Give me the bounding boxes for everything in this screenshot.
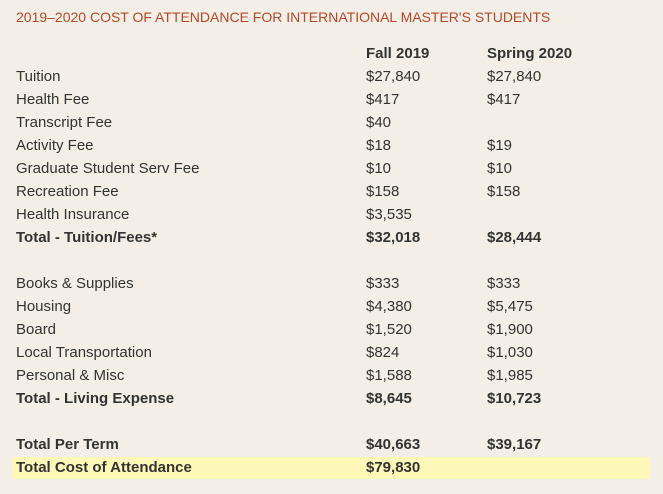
cost-value: $27,840 — [366, 68, 421, 85]
cost-value: $158 — [366, 183, 400, 200]
row-label: Recreation Fee — [16, 183, 119, 200]
cost-value: $19 — [487, 137, 513, 154]
column-header: Fall 2019 — [366, 45, 430, 62]
cost-value: $32,018 — [366, 229, 421, 246]
cost-value: $5,475 — [487, 298, 533, 315]
cost-value: $1,030 — [487, 344, 533, 361]
cost-value: $824 — [366, 344, 400, 361]
row-label: Housing — [16, 298, 72, 315]
cost-value: $333 — [366, 275, 400, 292]
cost-value: $417 — [366, 91, 400, 108]
cost-value: $10 — [487, 160, 513, 177]
cost-value: $1,588 — [366, 367, 412, 384]
row-label: Graduate Student Serv Fee — [16, 160, 200, 177]
cost-value: $27,840 — [487, 68, 542, 85]
row-label: Tuition — [16, 68, 61, 85]
cost-value: $40,663 — [366, 436, 421, 453]
row-label: Total - Living Expense — [16, 390, 175, 407]
row-label: Total Cost of Attendance — [16, 459, 192, 476]
title: 2019–2020 COST OF ATTENDANCE FOR INTERNA… — [16, 9, 551, 25]
cost-value: $10,723 — [487, 390, 542, 407]
row-label: Total Per Term — [16, 436, 119, 453]
cost-value: $158 — [487, 183, 521, 200]
row-label: Health Insurance — [16, 206, 130, 223]
row-label: Transcript Fee — [16, 114, 113, 131]
cost-value: $333 — [487, 275, 521, 292]
cost-value: $1,520 — [366, 321, 412, 338]
cost-value: $18 — [366, 137, 392, 154]
row-label: Books & Supplies — [16, 275, 134, 292]
cost-value: $1,985 — [487, 367, 533, 384]
highlight-band — [12, 457, 650, 479]
row-label: Health Fee — [16, 91, 90, 108]
cost-value: $3,535 — [366, 206, 412, 223]
cost-value: $39,167 — [487, 436, 542, 453]
cost-value: $1,900 — [487, 321, 533, 338]
row-label: Personal & Misc — [16, 367, 125, 384]
cost-value: $4,380 — [366, 298, 412, 315]
cost-value: $8,645 — [366, 390, 412, 407]
row-label: Board — [16, 321, 57, 338]
row-label: Total - Tuition/Fees* — [16, 229, 158, 246]
cost-value: $10 — [366, 160, 392, 177]
cost-value: $417 — [487, 91, 521, 108]
cost-value: $79,830 — [366, 459, 421, 476]
cost-value: $28,444 — [487, 229, 542, 246]
column-header: Spring 2020 — [487, 45, 573, 62]
row-label: Activity Fee — [16, 137, 94, 154]
cost-value: $40 — [366, 114, 392, 131]
row-label: Local Transportation — [16, 344, 152, 361]
